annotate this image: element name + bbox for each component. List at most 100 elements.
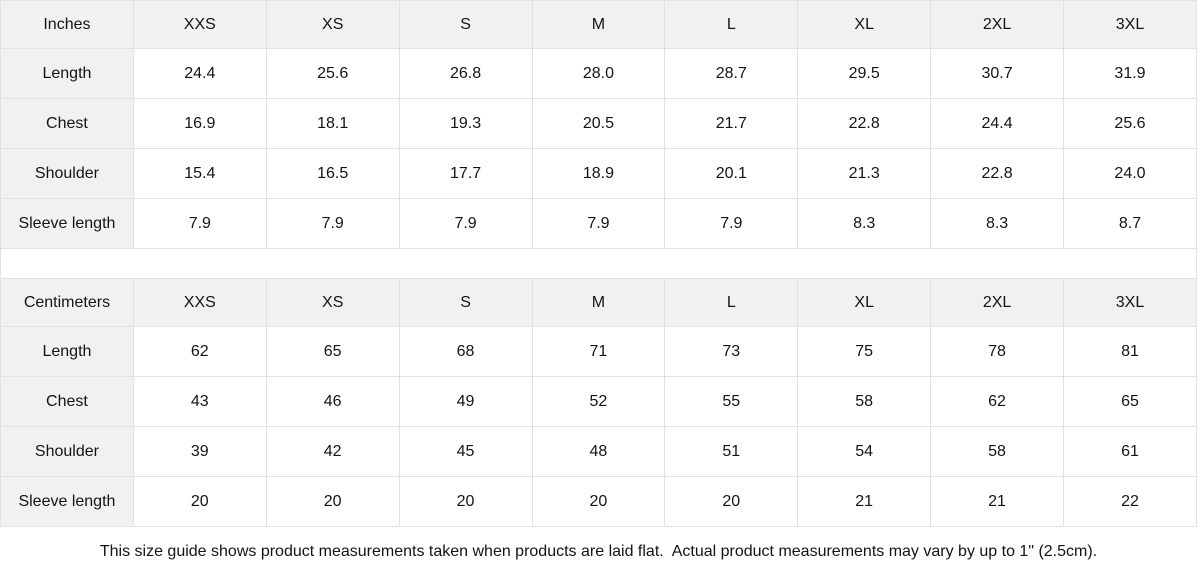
row-label-cell: Sleeve length — [0, 198, 134, 249]
measurement-cell: 20 — [398, 476, 533, 527]
size-header-cell: XXS — [132, 278, 267, 327]
measurement-cell: 19.3 — [398, 98, 533, 149]
measurement-cell: 31.9 — [1063, 48, 1197, 99]
measurement-cell: 75 — [797, 326, 932, 377]
measurement-cell: 7.9 — [664, 198, 799, 249]
row-label-cell: Chest — [0, 98, 134, 149]
size-header-cell: M — [531, 278, 666, 327]
measurement-cell: 24.0 — [1063, 148, 1197, 199]
table-row: Chest 43 46 49 52 55 58 62 65 — [0, 376, 1197, 427]
measurement-cell: 7.9 — [132, 198, 267, 249]
size-header-cell: L — [664, 0, 799, 49]
measurement-cell: 7.9 — [531, 198, 666, 249]
table-row: Sleeve length 20 20 20 20 20 21 21 22 — [0, 476, 1197, 527]
measurement-cell: 24.4 — [930, 98, 1064, 149]
measurement-cell: 58 — [930, 426, 1064, 477]
measurement-cell: 20.5 — [531, 98, 666, 149]
measurement-cell: 20 — [531, 476, 666, 527]
size-guide-disclaimer: This size guide shows product measuremen… — [0, 527, 1197, 576]
size-header-cell: M — [531, 0, 666, 49]
measurement-cell: 28.7 — [664, 48, 799, 99]
measurement-cell: 7.9 — [398, 198, 533, 249]
measurement-cell: 43 — [132, 376, 267, 427]
measurement-cell: 8.3 — [797, 198, 932, 249]
measurement-cell: 42 — [265, 426, 400, 477]
measurement-cell: 24.4 — [132, 48, 267, 99]
measurement-cell: 20.1 — [664, 148, 799, 199]
measurement-cell: 22 — [1063, 476, 1197, 527]
measurement-cell: 55 — [664, 376, 799, 427]
row-label-cell: Chest — [0, 376, 134, 427]
row-label-cell: Length — [0, 326, 134, 377]
measurement-cell: 61 — [1063, 426, 1197, 477]
measurement-cell: 71 — [531, 326, 666, 377]
size-table-inches-header: Inches XXS XS S M L XL 2XL 3XL — [0, 0, 1197, 49]
measurement-cell: 15.4 — [132, 148, 267, 199]
measurement-cell: 54 — [797, 426, 932, 477]
size-header-cell: 3XL — [1063, 278, 1197, 327]
table-spacer — [0, 249, 1197, 278]
measurement-cell: 26.8 — [398, 48, 533, 99]
measurement-cell: 8.7 — [1063, 198, 1197, 249]
row-label-cell: Length — [0, 48, 134, 99]
size-header-cell: 2XL — [930, 278, 1064, 327]
measurement-cell: 21.7 — [664, 98, 799, 149]
measurement-cell: 20 — [664, 476, 799, 527]
measurement-cell: 62 — [930, 376, 1064, 427]
table-row: Length 62 65 68 71 73 75 78 81 — [0, 326, 1197, 377]
measurement-cell: 51 — [664, 426, 799, 477]
measurement-cell: 25.6 — [265, 48, 400, 99]
measurement-cell: 68 — [398, 326, 533, 377]
measurement-cell: 21.3 — [797, 148, 932, 199]
measurement-cell: 49 — [398, 376, 533, 427]
measurement-cell: 16.5 — [265, 148, 400, 199]
measurement-cell: 58 — [797, 376, 932, 427]
measurement-cell: 21 — [930, 476, 1064, 527]
measurement-cell: 52 — [531, 376, 666, 427]
measurement-cell: 46 — [265, 376, 400, 427]
measurement-cell: 18.9 — [531, 148, 666, 199]
table-row: Length 24.4 25.6 26.8 28.0 28.7 29.5 30.7 31.9 — [0, 48, 1197, 99]
measurement-cell: 18.1 — [265, 98, 400, 149]
measurement-cell: 48 — [531, 426, 666, 477]
measurement-cell: 28.0 — [531, 48, 666, 99]
row-label-cell: Sleeve length — [0, 476, 134, 527]
measurement-cell: 39 — [132, 426, 267, 477]
measurement-cell: 22.8 — [930, 148, 1064, 199]
header-row: Centimeters XXS XS S M L XL 2XL 3XL — [0, 278, 1197, 327]
measurement-cell: 45 — [398, 426, 533, 477]
unit-label-cell: Centimeters — [0, 278, 134, 327]
size-table-centimeters-header: Centimeters XXS XS S M L XL 2XL 3XL — [0, 278, 1197, 327]
size-table-centimeters: Centimeters XXS XS S M L XL 2XL 3XL Length 62 65 68… — [0, 278, 1197, 527]
size-header-cell: XL — [797, 0, 932, 49]
size-header-cell: L — [664, 278, 799, 327]
measurement-cell: 8.3 — [930, 198, 1064, 249]
table-row: Sleeve length 7.9 7.9 7.9 7.9 7.9 8.3 8.3 8.7 — [0, 198, 1197, 249]
measurement-cell: 30.7 — [930, 48, 1064, 99]
unit-label-cell: Inches — [0, 0, 134, 49]
measurement-cell: 20 — [265, 476, 400, 527]
table-row: Shoulder 39 42 45 48 51 54 58 61 — [0, 426, 1197, 477]
table-row: Chest 16.9 18.1 19.3 20.5 21.7 22.8 24.4 25.6 — [0, 98, 1197, 149]
size-header-cell: XS — [265, 0, 400, 49]
header-row: Inches XXS XS S M L XL 2XL 3XL — [0, 0, 1197, 49]
size-header-cell: XL — [797, 278, 932, 327]
measurement-cell: 21 — [797, 476, 932, 527]
size-table-inches-body: Length 24.4 25.6 26.8 28.0 28.7 29.5 30.7 31.9 Ch… — [0, 48, 1197, 249]
measurement-cell: 73 — [664, 326, 799, 377]
row-label-cell: Shoulder — [0, 148, 134, 199]
measurement-cell: 65 — [265, 326, 400, 377]
measurement-cell: 65 — [1063, 376, 1197, 427]
table-row: Shoulder 15.4 16.5 17.7 18.9 20.1 21.3 22.8 24.0 — [0, 148, 1197, 199]
size-header-cell: S — [398, 0, 533, 49]
measurement-cell: 7.9 — [265, 198, 400, 249]
measurement-cell: 20 — [132, 476, 267, 527]
size-header-cell: 3XL — [1063, 0, 1197, 49]
row-label-cell: Shoulder — [0, 426, 134, 477]
size-header-cell: XS — [265, 278, 400, 327]
size-table-centimeters-body: Length 62 65 68 71 73 75 78 81 Chest 43 46 49 52 55 58 6… — [0, 326, 1197, 527]
measurement-cell: 62 — [132, 326, 267, 377]
measurement-cell: 17.7 — [398, 148, 533, 199]
measurement-cell: 25.6 — [1063, 98, 1197, 149]
